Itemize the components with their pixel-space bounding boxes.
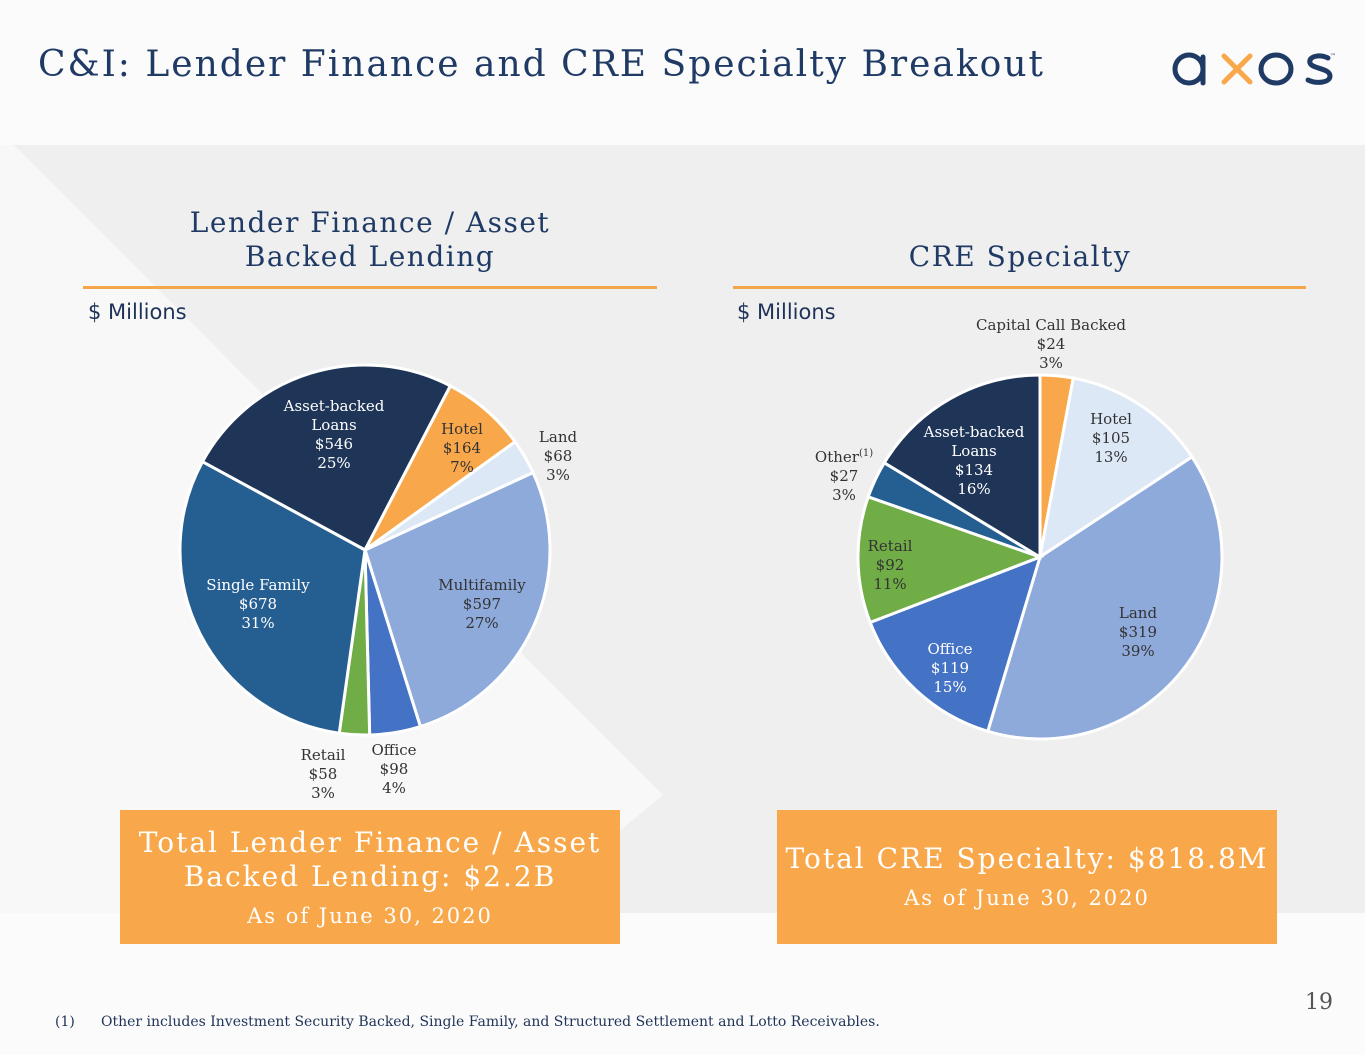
cre-label-percent: 15% [933, 678, 967, 696]
lender-label-value: $164 [442, 439, 482, 457]
lender-label-name: Asset-backed [283, 397, 385, 415]
left-total-line2: Backed Lending: $2.2B [183, 860, 557, 893]
cre-label-value: $24 [1036, 335, 1066, 353]
lender-label-retail: Retail $58 3% [301, 746, 346, 803]
lender-label-name: Retail [300, 746, 346, 764]
right-panel-divider [733, 286, 1306, 289]
left-units-label: $ Millions [88, 300, 187, 324]
page-number: 19 [1305, 990, 1333, 1015]
left-panel-title-line2: Backed Lending [244, 240, 496, 273]
page-title: C&I: Lender Finance and CRE Specialty Br… [38, 44, 1046, 85]
lender-label-value: $98 [379, 760, 409, 778]
cre-label-name: Other(1) [814, 448, 874, 466]
lender-label-asset-backed-loans: Asset-backed Loans $546 25% [284, 397, 385, 473]
left-panel-title-line1: Lender Finance / Asset [189, 206, 551, 239]
lender-slice-multifamily [363, 470, 552, 729]
lender-slice-single-family [178, 459, 367, 735]
cre-label-name: Hotel [1090, 410, 1132, 428]
lender-label-percent: 3% [311, 784, 335, 802]
cre-label-percent: 39% [1121, 642, 1155, 660]
cre-label-footnote-marker: (1) [858, 448, 874, 459]
lender-label-percent: 4% [382, 779, 406, 797]
cre-label-percent: 16% [957, 480, 991, 498]
cre-label-value: $92 [875, 556, 905, 574]
cre-label-land: Land $319 39% [1119, 604, 1157, 661]
left-panel-divider [83, 286, 657, 289]
lender-label-land: Land $68 3% [539, 428, 577, 485]
footnote: (1) Other includes Investment Security Ba… [55, 1014, 880, 1030]
cre-label-name: Office [927, 640, 973, 658]
lender-label-hotel: Hotel $164 7% [441, 420, 483, 477]
cre-slice-office [868, 554, 1043, 734]
cre-label-office: Office $119 15% [927, 640, 972, 697]
cre-label-value: $319 [1118, 623, 1158, 641]
left-panel-title: Lender Finance / Asset Backed Lending [120, 206, 620, 274]
lender-label-name: Multifamily [438, 576, 526, 594]
cre-label-name: Loans [951, 442, 997, 460]
lender-label-name: Loans [311, 416, 357, 434]
lender-label-single-family: Single Family $678 31% [206, 576, 309, 633]
footnote-marker: (1) [55, 1014, 75, 1030]
cre-slice-land [985, 454, 1224, 741]
right-panel-title: CRE Specialty [908, 240, 1132, 273]
cre-slice-hotel [1037, 376, 1195, 561]
footnote-text: Other includes Investment Security Backe… [101, 1014, 880, 1030]
lender-label-value: $597 [462, 595, 502, 613]
lender-label-percent: 27% [465, 614, 499, 632]
lender-label-name: Hotel [441, 420, 483, 438]
right-units-label: $ Millions [737, 300, 836, 324]
lender-label-value: $68 [543, 447, 573, 465]
cre-label-value: $27 [829, 467, 859, 485]
cre-label-capital-call-backed: Capital Call Backed $24 3% [976, 316, 1126, 373]
lender-label-value: $58 [308, 765, 338, 783]
lender-label-name: Office [371, 741, 417, 759]
axos-logo: ™ [1172, 52, 1336, 86]
cre-label-other: Other(1) $27 3% [815, 444, 873, 505]
cre-label-percent: 13% [1094, 448, 1128, 466]
cre-label-percent: 11% [873, 575, 907, 593]
right-total-box: Total CRE Specialty: $818.8M As of June … [777, 810, 1277, 944]
lender-label-multifamily: Multifamily $597 27% [438, 576, 525, 633]
cre-label-name: Land [1118, 604, 1158, 622]
lender-label-percent: 25% [317, 454, 351, 472]
lender-label-office: Office $98 4% [371, 741, 416, 798]
cre-label-value: $119 [930, 659, 970, 677]
cre-label-hotel: Hotel $105 13% [1090, 410, 1132, 467]
lender-label-value: $546 [314, 435, 354, 453]
cre-label-name: Asset-backed [923, 423, 1025, 441]
logo-wordmark [1172, 52, 1333, 86]
cre-label-asset-backed-loans: Asset-backed Loans $134 16% [924, 423, 1025, 499]
lender-label-value: $678 [238, 595, 278, 613]
right-as-of-date: As of June 30, 2020 [904, 886, 1150, 910]
cre-label-value: $105 [1091, 429, 1131, 447]
lender-label-name: Single Family [206, 576, 310, 594]
left-total-line1: Total Lender Finance / Asset [138, 826, 602, 859]
cre-label-name: Capital Call Backed [975, 316, 1127, 334]
lender-label-percent: 3% [546, 466, 570, 484]
lender-label-percent: 31% [241, 614, 275, 632]
logo-tm: ™ [1330, 53, 1336, 60]
right-total-line1: Total CRE Specialty: $818.8M [785, 842, 1269, 875]
cre-label-percent: 3% [1039, 354, 1063, 372]
cre-label-value: $134 [954, 461, 994, 479]
cre-slice-retail [856, 494, 1045, 625]
cre-label-retail: Retail $92 11% [868, 537, 913, 594]
left-as-of-date: As of June 30, 2020 [247, 904, 493, 928]
cre-slice-asset-backed-loans [882, 373, 1042, 560]
cre-label-name: Retail [867, 537, 913, 555]
lender-label-percent: 7% [450, 458, 474, 476]
left-total-box: Total Lender Finance / Asset Backed Lend… [120, 810, 620, 944]
lender-label-name: Land [538, 428, 578, 446]
cre-label-percent: 3% [832, 486, 856, 504]
